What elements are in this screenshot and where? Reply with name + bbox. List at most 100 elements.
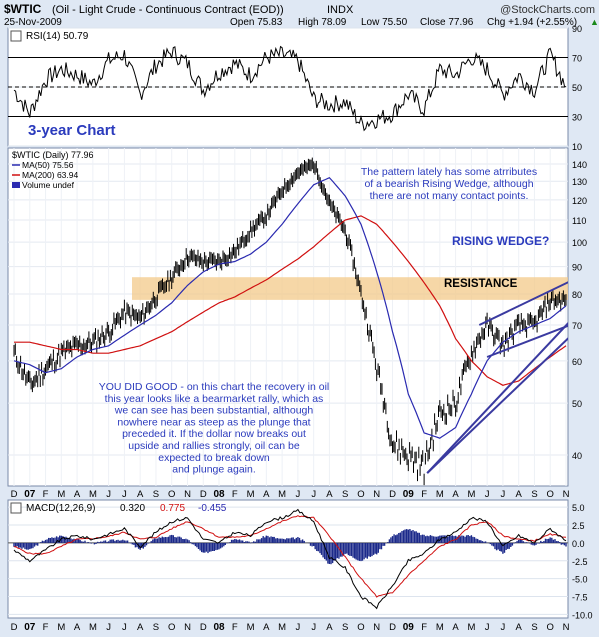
x-axis-strip bbox=[8, 620, 568, 632]
x-axis-label: S bbox=[531, 622, 537, 633]
x-axis-label: M bbox=[57, 622, 65, 633]
x-axis-label: A bbox=[74, 489, 81, 500]
x-axis-label: F bbox=[232, 622, 238, 633]
x-axis-label: S bbox=[531, 489, 537, 500]
rsi-panel: 90 70 50 30 10 RSI(14) 50.79 3-year Chart bbox=[7, 24, 582, 152]
x-axis-label: A bbox=[452, 489, 459, 500]
x-axis-label: J bbox=[501, 489, 506, 500]
resistance-label: RESISTANCE bbox=[444, 278, 518, 290]
price-tick-label: 130 bbox=[572, 177, 587, 187]
macd-line bbox=[13, 508, 567, 610]
x-axis-label: S bbox=[342, 489, 348, 500]
commentary-line: upside and rallies strongly, oil can be bbox=[128, 440, 300, 452]
x-axis-label: M bbox=[436, 489, 444, 500]
macd-value-3: -0.455 bbox=[198, 503, 227, 514]
x-axis-label: N bbox=[563, 622, 570, 633]
x-axis-label: A bbox=[326, 489, 333, 500]
x-axis-label: A bbox=[263, 622, 270, 633]
x-axis-label: 09 bbox=[403, 489, 415, 500]
macd-collapse-icon[interactable] bbox=[10, 502, 22, 514]
x-axis-label: O bbox=[357, 622, 364, 633]
commentary-line: expected to break down bbox=[158, 452, 270, 464]
x-axis-label: M bbox=[89, 489, 97, 500]
description-label: (Oil - Light Crude - Continuous Contract… bbox=[52, 4, 284, 16]
rsi-collapse-icon[interactable] bbox=[10, 30, 22, 42]
price-tick-label: 140 bbox=[572, 160, 587, 170]
macd-tick-label: -10.0 bbox=[572, 610, 593, 620]
ma200-legend-label: MA(200) 63.94 bbox=[22, 170, 78, 180]
price-tick-label: 100 bbox=[572, 238, 587, 248]
wedge-note: The pattern lately has some atrributesof… bbox=[361, 166, 537, 202]
price-tick-label: 40 bbox=[572, 451, 582, 461]
low-value: Low 75.50 bbox=[361, 17, 408, 28]
rsi-tick-label: 10 bbox=[572, 142, 582, 152]
resistance-band bbox=[132, 277, 568, 300]
x-axis-label: F bbox=[421, 622, 427, 633]
x-axis-label: J bbox=[311, 622, 316, 633]
macd-panel: 5.0 2.5 0.0 -2.5 -5.0 -7.5 -10.0 MACD(12,26,9)… bbox=[7, 499, 593, 620]
rsi-tick-label: 30 bbox=[572, 113, 582, 123]
chg-value: Chg +1.94 (+2.55%) bbox=[487, 17, 577, 28]
wedge-note-line: of a bearish Rising Wedge, although bbox=[364, 178, 533, 190]
date-label: 25-Nov-2009 bbox=[4, 17, 62, 28]
x-axis-label: M bbox=[278, 489, 286, 500]
open-value: Open 75.83 bbox=[230, 17, 283, 28]
exchange-label: INDX bbox=[327, 4, 354, 16]
macd-value-1: 0.320 bbox=[120, 503, 145, 514]
price-panel: 140 130 120 110 100 90 80 70 60 50 40 $WTIC (Daily… bbox=[7, 147, 587, 487]
brand-label: @StockCharts.com bbox=[500, 4, 595, 16]
ma50-line bbox=[13, 176, 567, 439]
x-axis-label: J bbox=[122, 622, 127, 633]
x-axis-label: A bbox=[74, 622, 81, 633]
x-axis-label: S bbox=[342, 622, 348, 633]
x-axis-label: M bbox=[247, 489, 255, 500]
x-axis-label: O bbox=[547, 489, 554, 500]
ma200-line bbox=[14, 215, 567, 386]
x-axis-label: M bbox=[467, 622, 475, 633]
macd-tick-label: 5.0 bbox=[572, 503, 585, 513]
x-axis-label: F bbox=[43, 622, 49, 633]
macd-signal-line bbox=[13, 515, 567, 598]
commentary-note: YOU DID GOOD - on this chart the recover… bbox=[99, 381, 330, 476]
macd-tick-label: 2.5 bbox=[572, 521, 585, 531]
x-axis-bottom: D 07 F M A M J J A S O N D 08 F M A M J J A S O N D 09 F M A M J J A S O N bbox=[8, 620, 570, 633]
x-axis-label: J bbox=[122, 489, 127, 500]
x-axis-label: J bbox=[485, 622, 490, 633]
x-axis-label: A bbox=[263, 489, 270, 500]
x-axis-label: J bbox=[311, 489, 316, 500]
x-axis-label: M bbox=[57, 489, 65, 500]
x-axis-label: J bbox=[501, 622, 506, 633]
wedge-trendline bbox=[426, 321, 568, 474]
x-axis-label: D bbox=[11, 622, 18, 633]
x-axis-label: M bbox=[247, 622, 255, 633]
x-axis-label: D bbox=[389, 622, 396, 633]
wedge-note-line: there are not many contact points. bbox=[370, 190, 529, 202]
x-axis-label: A bbox=[326, 622, 333, 633]
commentary-line: YOU DID GOOD - on this chart the recover… bbox=[99, 381, 330, 393]
x-axis-label: O bbox=[168, 622, 175, 633]
x-axis-label: F bbox=[232, 489, 238, 500]
macd-tick-label: -5.0 bbox=[572, 575, 588, 585]
rsi-tick-label: 90 bbox=[572, 24, 582, 34]
x-axis-label: J bbox=[296, 622, 301, 633]
commentary-line: we can see has been substantial, althoug… bbox=[114, 405, 314, 417]
x-axis-label: J bbox=[106, 489, 111, 500]
price-tick-label: 120 bbox=[572, 196, 587, 206]
macd-label: MACD(12,26,9) bbox=[26, 503, 95, 514]
x-axis-label: A bbox=[137, 622, 144, 633]
x-axis-label: O bbox=[547, 622, 554, 633]
macd-tick-label: -2.5 bbox=[572, 557, 588, 567]
x-axis-label: A bbox=[452, 622, 459, 633]
x-axis-label: 08 bbox=[213, 489, 225, 500]
x-axis-label: D bbox=[11, 489, 18, 500]
rsi-label: RSI(14) 50.79 bbox=[26, 31, 89, 42]
x-axis-label: O bbox=[357, 489, 364, 500]
macd-value-2: 0.775 bbox=[160, 503, 185, 514]
volume-legend-swatch bbox=[12, 182, 20, 188]
rsi-tick-label: 70 bbox=[572, 54, 582, 64]
three-year-chart-label: 3-year Chart bbox=[28, 122, 116, 139]
x-axis-label: 08 bbox=[213, 622, 225, 633]
rsi-tick-label: 50 bbox=[572, 83, 582, 93]
ma50-legend-label: MA(50) 75.56 bbox=[22, 160, 74, 170]
x-axis-label: N bbox=[373, 489, 380, 500]
